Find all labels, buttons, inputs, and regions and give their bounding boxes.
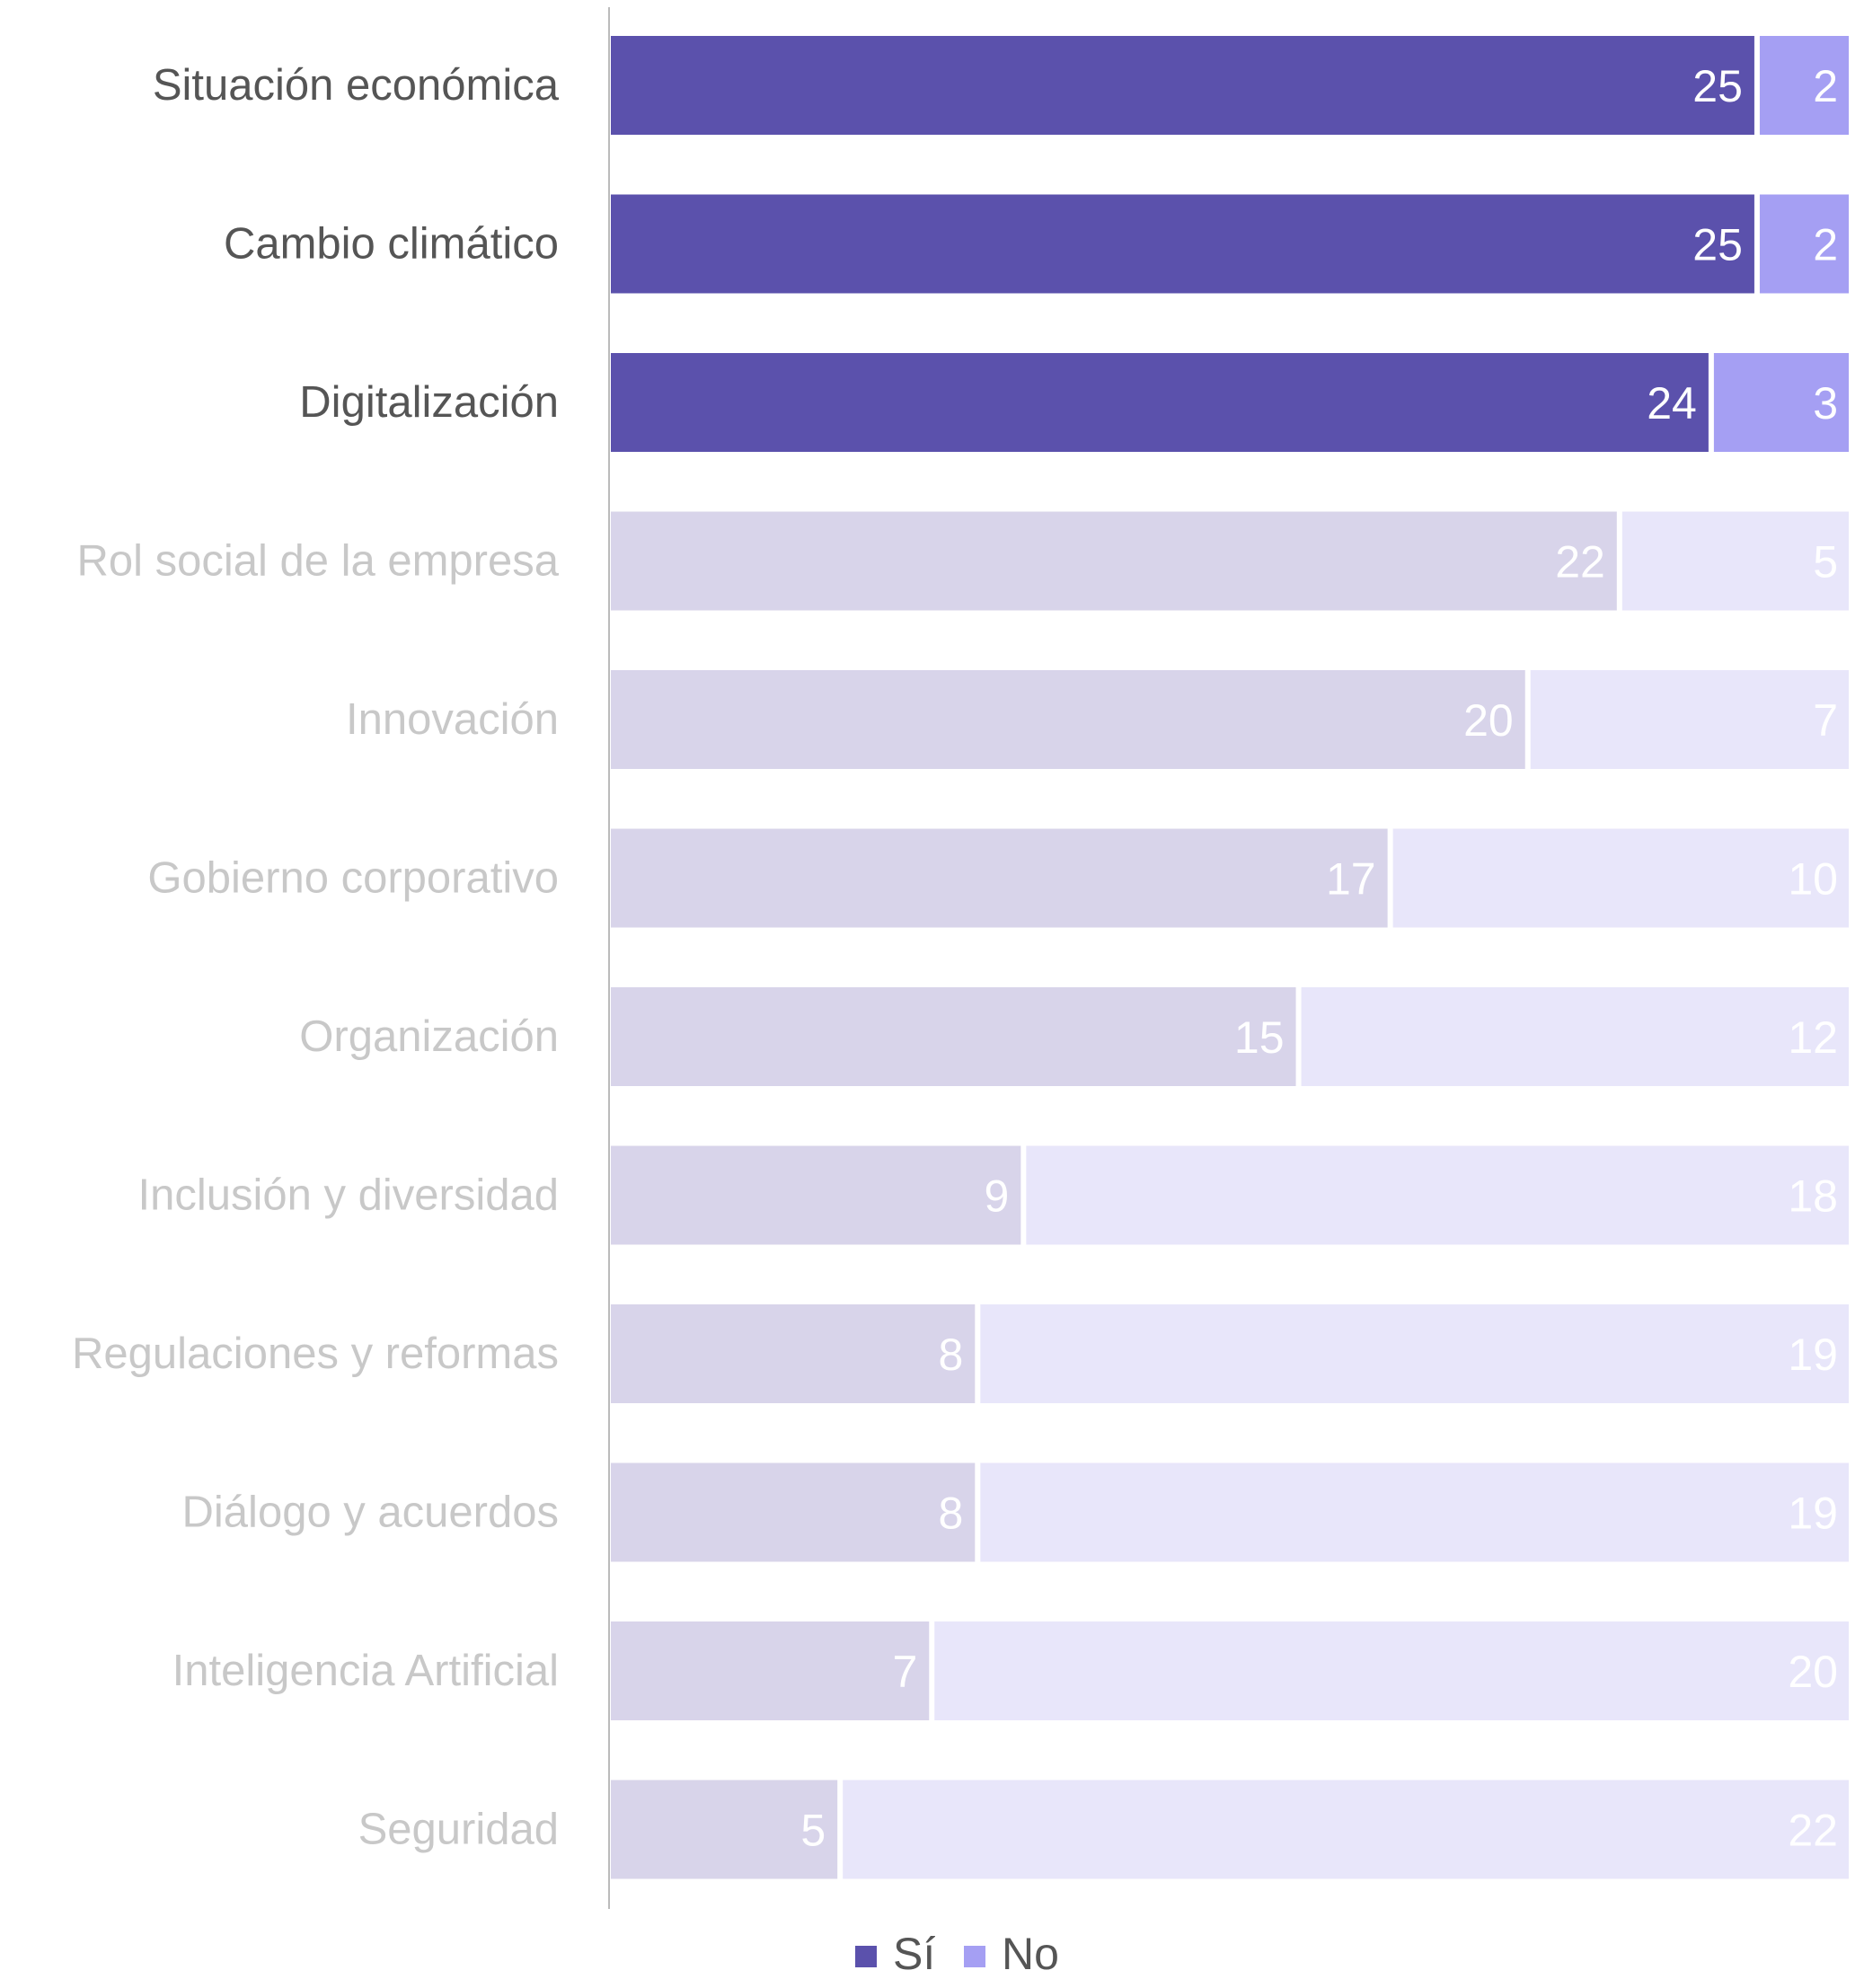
bar-si: [611, 1780, 838, 1879]
bar-si: [611, 36, 1754, 135]
value-label-si: 15: [1234, 1012, 1285, 1063]
value-label-si: 7: [892, 1647, 917, 1697]
category-label: Cambio climático: [224, 220, 559, 269]
value-label-no: 7: [1813, 695, 1838, 746]
bar-si: [611, 511, 1617, 611]
value-label-no: 22: [1788, 1806, 1838, 1856]
value-label-no: 10: [1788, 854, 1838, 905]
bar-no: [934, 1621, 1849, 1720]
category-label: Inteligencia Artificial: [172, 1647, 559, 1695]
bar-no: [843, 1780, 1849, 1879]
value-label-si: 22: [1555, 537, 1605, 588]
bar-si: [611, 1621, 930, 1720]
category-label: Regulaciones y reformas: [72, 1330, 559, 1378]
value-label-no: 12: [1788, 1012, 1838, 1063]
bar-no: [1713, 353, 1849, 452]
value-label-si: 5: [800, 1806, 826, 1856]
bar-no: [1621, 511, 1849, 611]
value-label-no: 3: [1813, 378, 1838, 429]
bar-si: [611, 353, 1709, 452]
bar-no: [980, 1304, 1849, 1403]
value-label-no: 2: [1813, 220, 1838, 270]
category-label: Diálogo y acuerdos: [182, 1489, 559, 1537]
category-labels: Situación económica Cambio climático Digit…: [72, 61, 560, 1854]
bar-no: [980, 1462, 1849, 1562]
value-label-no: 2: [1813, 61, 1838, 111]
bar-no: [1301, 987, 1849, 1086]
bar-si: [611, 828, 1388, 928]
category-label: Organización: [299, 1012, 559, 1061]
value-label-no: 19: [1788, 1489, 1838, 1539]
legend-swatch: [855, 1946, 877, 1967]
value-label-si: 20: [1463, 695, 1514, 746]
category-label: Situación económica: [153, 61, 560, 110]
legend: Sí No: [855, 1929, 1059, 1979]
category-label: Gobierno corporativo: [147, 854, 559, 903]
bar-si: [611, 1145, 1021, 1245]
value-label-si: 8: [938, 1489, 963, 1539]
value-label-si: 25: [1692, 220, 1743, 270]
legend-label: Sí: [893, 1929, 935, 1979]
bar-si: [611, 194, 1754, 294]
category-label: Digitalización: [299, 378, 559, 427]
bar-si: [611, 1462, 976, 1562]
bar-no: [1530, 670, 1849, 769]
value-label-no: 5: [1813, 537, 1838, 588]
category-label: Seguridad: [358, 1806, 559, 1854]
value-label-si: 24: [1647, 378, 1697, 429]
bar-no: [1759, 194, 1849, 294]
value-label-no: 20: [1788, 1647, 1838, 1697]
bar-no: [1026, 1145, 1849, 1245]
category-label: Inclusión y diversidad: [138, 1171, 559, 1220]
category-label: Rol social de la empresa: [76, 537, 559, 586]
value-label-si: 25: [1692, 61, 1743, 111]
bar-si: [611, 670, 1525, 769]
bar-si: [611, 987, 1296, 1086]
value-label-si: 9: [985, 1171, 1010, 1222]
bar-si: [611, 1304, 976, 1403]
value-label-si: 17: [1326, 854, 1376, 905]
legend-label: No: [1002, 1929, 1059, 1979]
legend-swatch: [964, 1946, 985, 1967]
value-label-no: 18: [1788, 1171, 1838, 1222]
bar-no: [1759, 36, 1849, 135]
category-label: Innovación: [346, 695, 559, 744]
value-label-no: 19: [1788, 1330, 1838, 1380]
bar-no: [1392, 828, 1849, 928]
value-label-si: 8: [938, 1330, 963, 1380]
